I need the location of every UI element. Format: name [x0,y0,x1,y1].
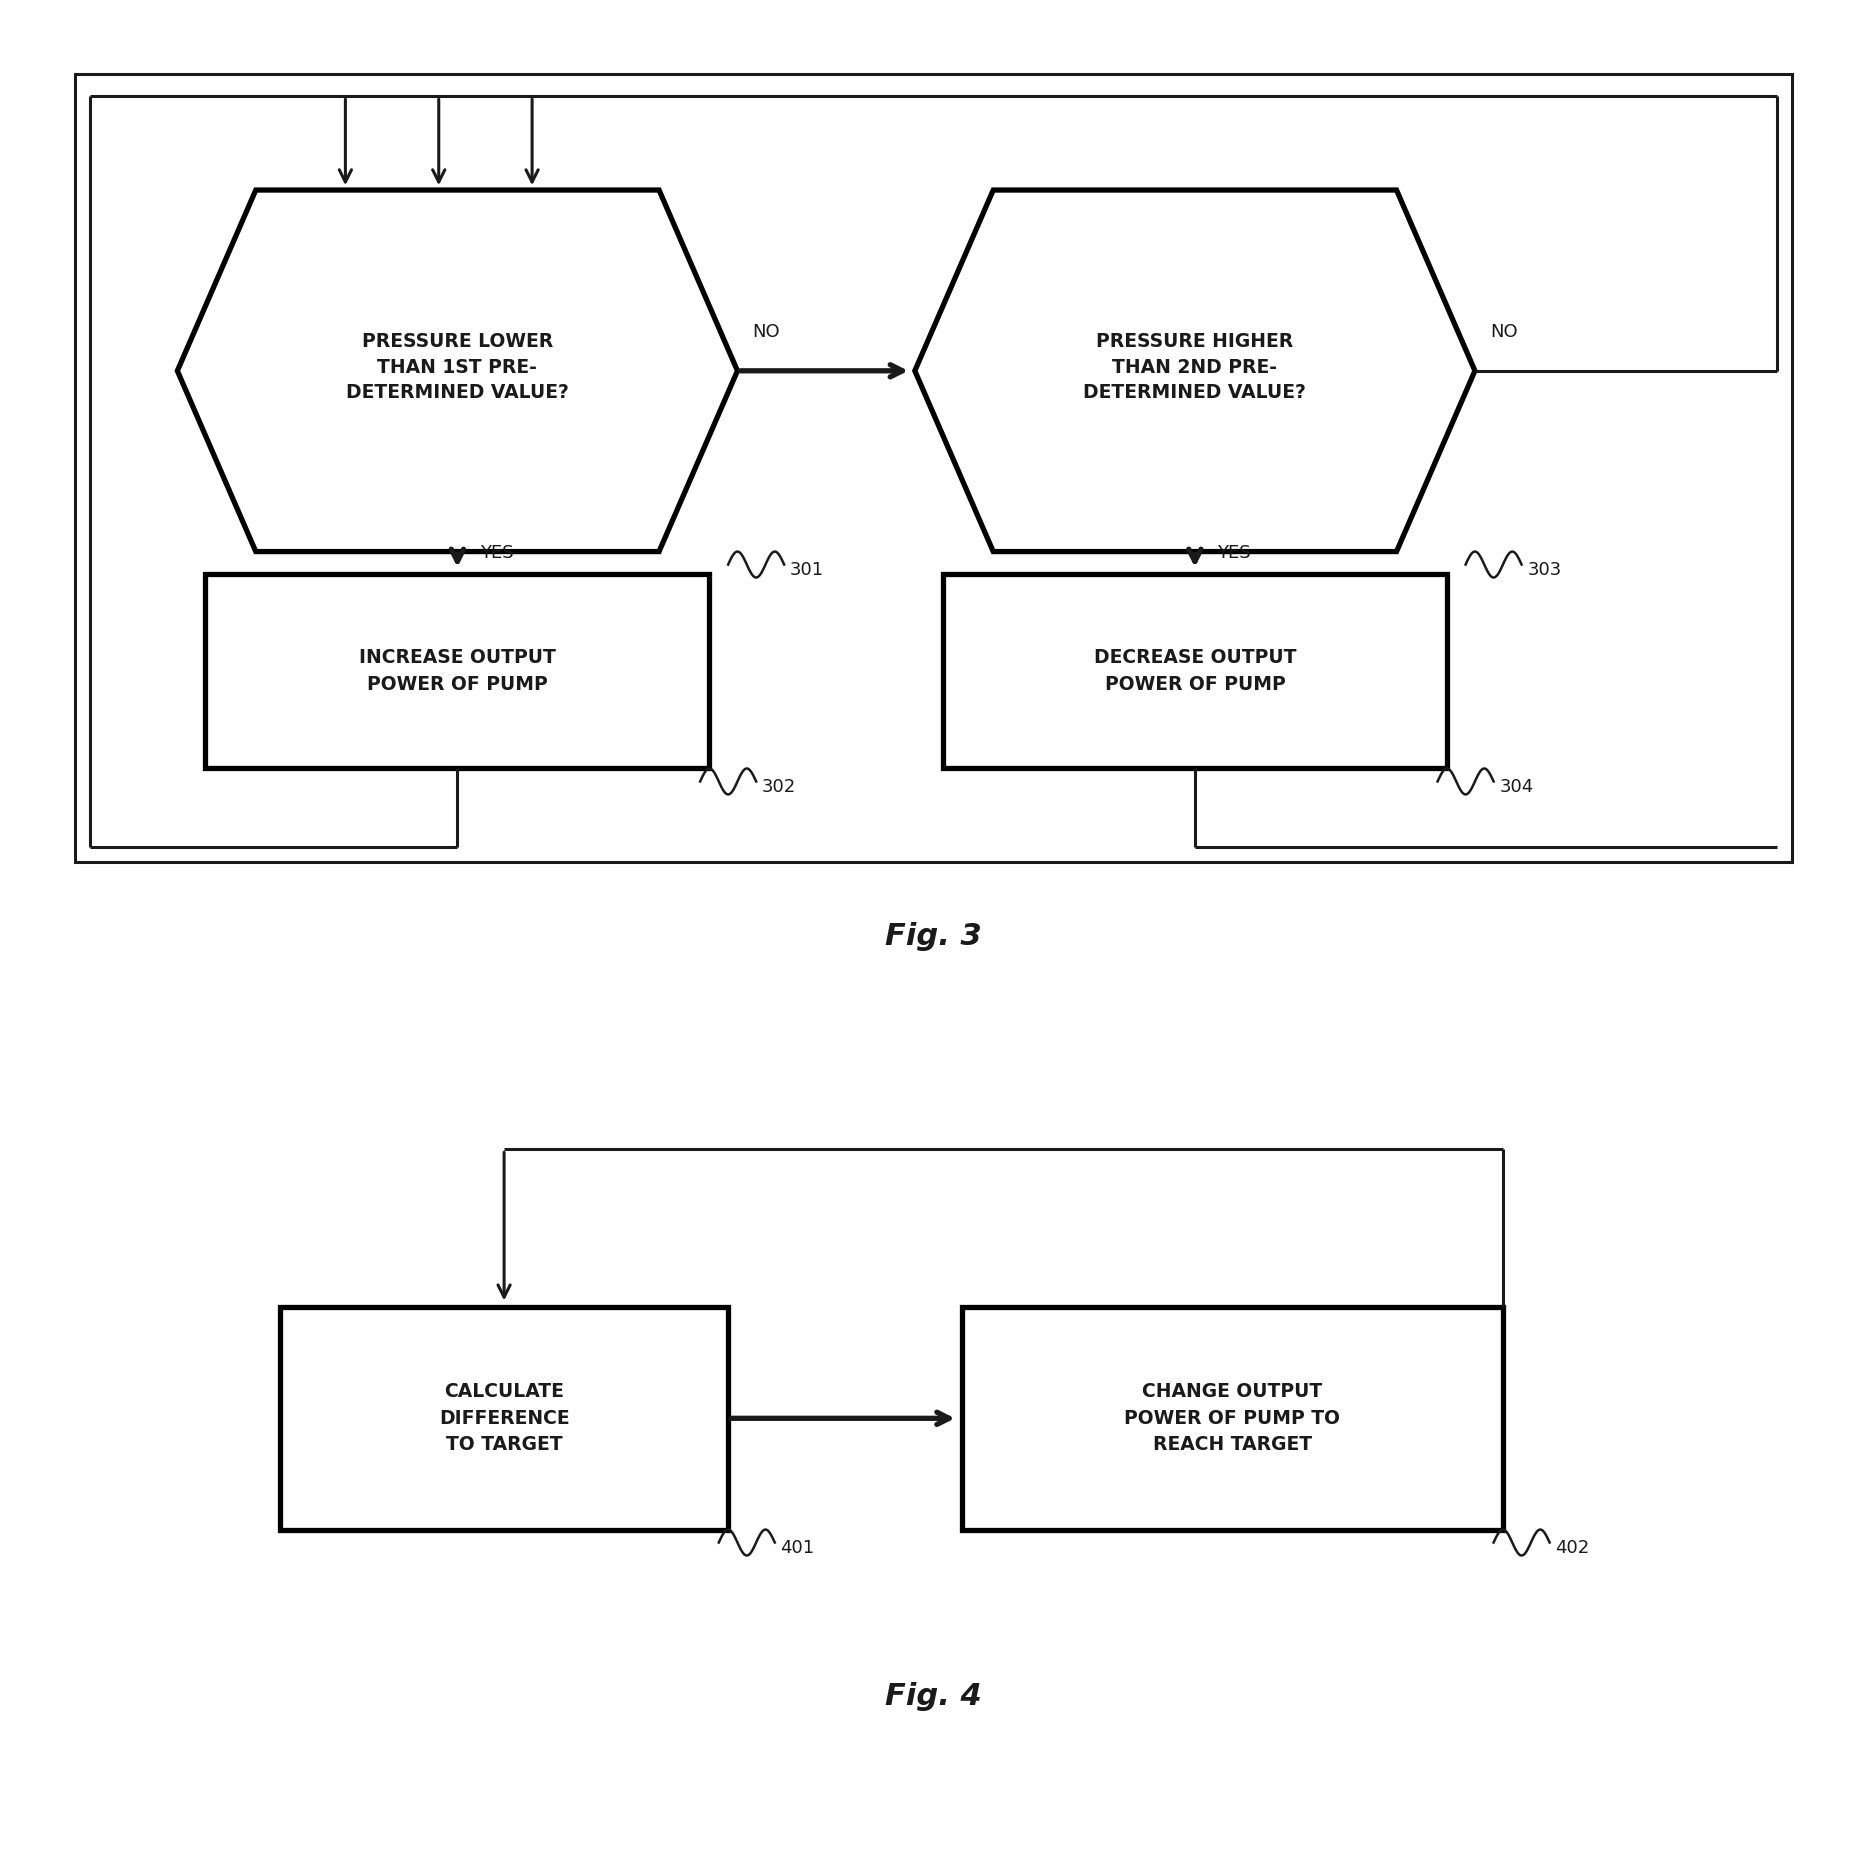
Text: 401: 401 [780,1539,814,1557]
Text: YES: YES [1217,545,1251,562]
Text: CHANGE OUTPUT
POWER OF PUMP TO
REACH TARGET: CHANGE OUTPUT POWER OF PUMP TO REACH TAR… [1124,1383,1341,1454]
Bar [962,1307,1503,1530]
Text: PRESSURE HIGHER
THAN 2ND PRE-
DETERMINED VALUE?: PRESSURE HIGHER THAN 2ND PRE- DETERMINED… [1083,332,1307,402]
Text: NO: NO [752,323,780,341]
Text: 303: 303 [1527,562,1561,578]
Text: Fig. 3: Fig. 3 [885,921,982,951]
Text: DECREASE OUTPUT
POWER OF PUMP: DECREASE OUTPUT POWER OF PUMP [1094,649,1296,693]
Text: INCREASE OUTPUT
POWER OF PUMP: INCREASE OUTPUT POWER OF PUMP [358,649,556,693]
Text: YES: YES [480,545,513,562]
Bar [75,74,1792,862]
Text: 301: 301 [790,562,823,578]
Text: 304: 304 [1499,779,1533,795]
Text: CALCULATE
DIFFERENCE
TO TARGET: CALCULATE DIFFERENCE TO TARGET [439,1383,569,1454]
Polygon shape [915,191,1475,552]
Text: PRESSURE LOWER
THAN 1ST PRE-
DETERMINED VALUE?: PRESSURE LOWER THAN 1ST PRE- DETERMINED … [345,332,569,402]
Polygon shape [177,191,737,552]
Bar [280,1307,728,1530]
Bar [943,575,1447,768]
Text: Fig. 4: Fig. 4 [885,1682,982,1711]
Bar [205,575,709,768]
Text: 302: 302 [762,779,795,795]
Text: NO: NO [1490,323,1518,341]
Text: 402: 402 [1555,1539,1589,1557]
